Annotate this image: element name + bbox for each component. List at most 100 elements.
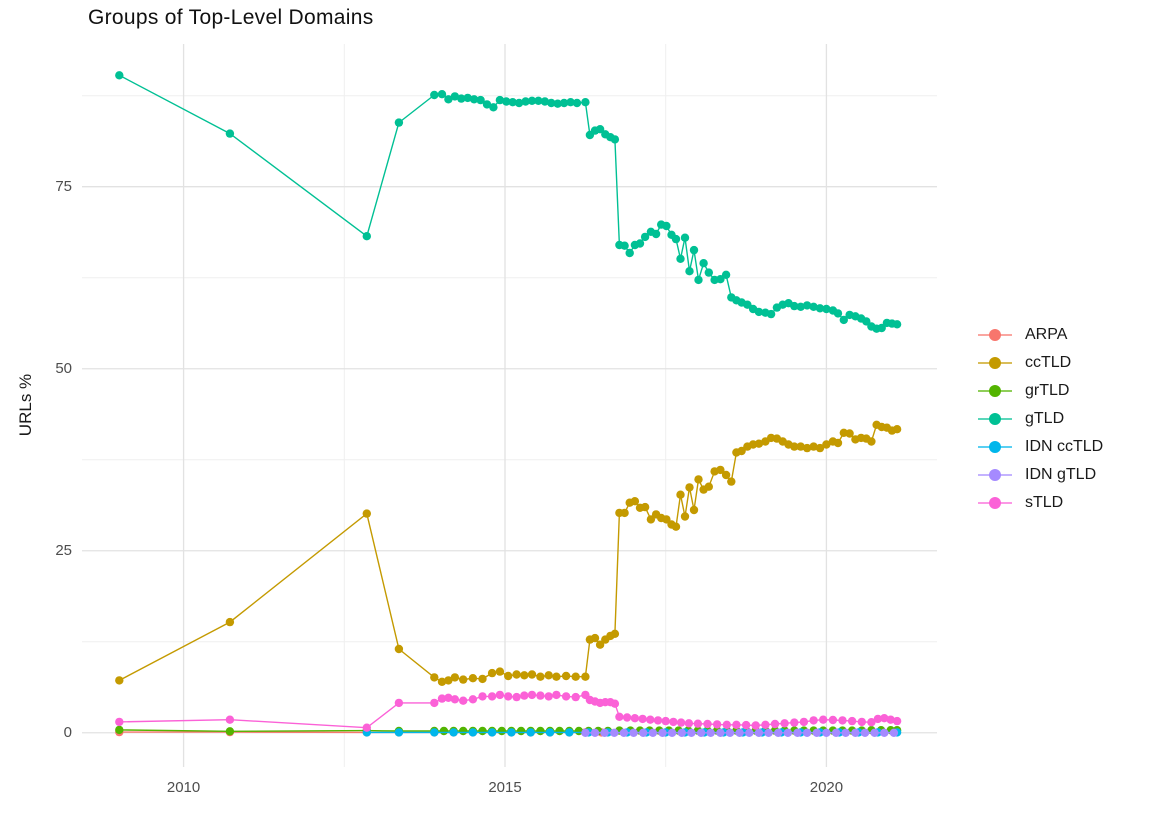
data-point-sTLD [732,720,741,729]
data-point-ccTLD [495,667,505,676]
data-point-ccTLD [689,505,699,515]
data-point-sTLD [615,712,624,721]
data-point-sTLD [873,714,883,724]
legend-key-icon [978,412,1012,426]
data-point-IDN-gTLD [774,728,783,737]
data-point-sTLD [880,714,889,723]
data-point-gTLD [572,98,582,108]
chart-title: Groups of Top-Level Domains [88,6,374,29]
data-point-ccTLD [487,668,497,678]
data-point-ccTLD [640,502,650,512]
data-point-sTLD [394,698,404,708]
data-point-grTLD [497,726,506,736]
data-point-sTLD [487,692,497,701]
data-point-gTLD [680,233,690,242]
data-point-ccTLD [671,522,681,531]
data-point-gTLD [534,96,543,106]
data-point-ccTLD [504,671,513,681]
data-point-sTLD [867,718,876,727]
data-point-gTLD [540,97,550,106]
legend-key-icon [978,356,1012,370]
data-point-IDN-gTLD [725,728,735,737]
legend-label: sTLD [1025,494,1064,511]
data-point-sTLD [892,716,902,726]
x-tick-label: 2010 [166,779,201,796]
data-point-sTLD [703,719,712,729]
data-point-sTLD [761,720,770,729]
data-point-sTLD [780,719,789,728]
legend-item-gTLD: gTLD [978,405,1103,433]
legend-dot-icon [989,385,1001,397]
data-point-IDN-gTLD [802,728,812,737]
data-point-IDN-ccTLD [430,728,439,737]
legend-item-grTLD: grTLD [978,377,1103,405]
data-point-grTLD [459,726,468,736]
data-point-sTLD [693,719,703,728]
data-point-sTLD [684,719,694,728]
data-point-IDN-ccTLD [449,728,458,737]
data-point-ccTLD [544,671,553,680]
data-point-sTLD [886,715,895,724]
data-point-ccTLD [394,644,404,654]
data-point-sTLD [552,690,561,700]
data-point-IDN-gTLD [706,728,715,737]
data-point-sTLD [819,715,828,724]
data-point-gTLD [662,221,671,231]
data-point-sTLD [669,717,678,727]
data-point-ccTLD [430,673,439,682]
data-point-sTLD [544,692,553,701]
data-point-gTLD [685,267,694,276]
data-point-gTLD [430,90,439,100]
data-point-grTLD [478,726,487,736]
data-point-IDN-gTLD [619,728,629,737]
legend-label: IDN ccTLD [1025,438,1104,455]
data-point-sTLD [676,718,686,727]
data-point-IDN-gTLD [687,728,696,737]
data-point-ccTLD [536,672,545,681]
data-point-sTLD [512,692,521,702]
data-point-gTLD [502,97,511,106]
data-point-IDN-gTLD [667,728,677,737]
data-point-sTLD [571,692,580,702]
legend-dot-icon [989,441,1001,453]
data-point-IDN-gTLD [841,728,850,737]
data-point-sTLD [790,718,799,727]
data-point-IDN-gTLD [696,728,706,737]
data-point-gTLD [559,98,569,108]
data-point-gTLD [671,234,681,244]
data-point-ccTLD [590,633,600,643]
data-point-IDN-gTLD [610,728,619,737]
data-point-sTLD [437,694,447,703]
legend-dot-icon [989,357,1001,369]
data-point-ccTLD [225,617,235,627]
data-point-gTLD [635,239,645,248]
data-point-IDN-gTLD [880,728,889,737]
data-point-ccTLD [822,440,831,449]
data-point-sTLD [661,716,670,726]
data-point-gTLD [822,304,831,314]
data-point-grTLD [555,726,564,736]
data-point-gTLD [676,254,685,263]
data-point-IDN-gTLD [677,728,686,737]
y-tick-label: 25 [55,541,72,559]
data-point-ccTLD [595,640,605,649]
data-point-IDN-gTLD [889,728,899,737]
data-point-grTLD [536,726,545,736]
data-point-grTLD [115,725,124,735]
data-point-gTLD [463,93,472,103]
data-point-sTLD [444,693,453,702]
data-point-sTLD [828,715,838,725]
data-point-sTLD [468,695,478,704]
x-tick-label: 2020 [809,779,844,796]
data-point-IDN-gTLD [783,728,793,737]
data-point-sTLD [809,716,818,725]
data-point-sTLD [478,692,487,701]
data-point-gTLD [225,129,235,138]
data-point-IDN-ccTLD [565,728,574,737]
data-point-ccTLD [802,443,812,453]
data-point-sTLD [751,721,760,730]
data-point-IDN-gTLD [735,728,744,737]
data-point-IDN-ccTLD [468,728,478,737]
